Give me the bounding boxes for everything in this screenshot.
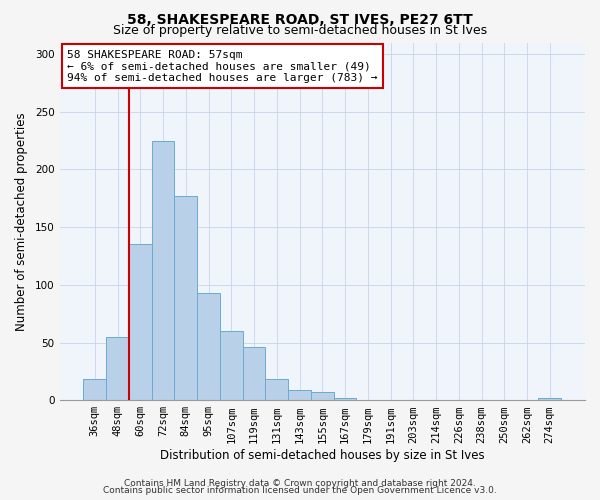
Bar	[334, 398, 356, 400]
Text: Contains public sector information licensed under the Open Government Licence v3: Contains public sector information licen…	[103, 486, 497, 495]
X-axis label: Distribution of semi-detached houses by size in St Ives: Distribution of semi-detached houses by …	[160, 450, 485, 462]
Bar	[106, 336, 129, 400]
Bar	[538, 398, 561, 400]
Bar	[242, 347, 265, 400]
Text: Contains HM Land Registry data © Crown copyright and database right 2024.: Contains HM Land Registry data © Crown c…	[124, 478, 476, 488]
Bar	[288, 390, 311, 400]
Text: Size of property relative to semi-detached houses in St Ives: Size of property relative to semi-detach…	[113, 24, 487, 37]
Bar	[129, 244, 152, 400]
Bar	[311, 392, 334, 400]
Text: 58, SHAKESPEARE ROAD, ST IVES, PE27 6TT: 58, SHAKESPEARE ROAD, ST IVES, PE27 6TT	[127, 12, 473, 26]
Bar	[265, 380, 288, 400]
Bar	[175, 196, 197, 400]
Bar	[220, 331, 242, 400]
Bar	[152, 140, 175, 400]
Bar	[83, 380, 106, 400]
Y-axis label: Number of semi-detached properties: Number of semi-detached properties	[15, 112, 28, 330]
Bar	[197, 293, 220, 400]
Text: 58 SHAKESPEARE ROAD: 57sqm
← 6% of semi-detached houses are smaller (49)
94% of : 58 SHAKESPEARE ROAD: 57sqm ← 6% of semi-…	[67, 50, 378, 83]
